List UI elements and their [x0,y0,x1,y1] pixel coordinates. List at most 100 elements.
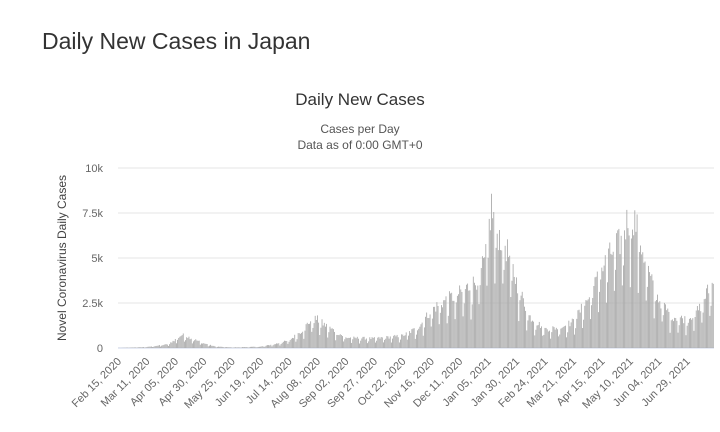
bar [511,280,513,348]
bar [188,336,190,348]
bar [620,235,622,348]
bar [646,286,648,348]
bar [353,336,355,348]
bar [526,330,528,348]
bar [195,339,197,348]
bar [624,230,625,348]
bar [613,290,615,348]
bar [210,344,211,348]
bar [423,327,425,348]
bar [448,291,450,348]
bar [350,337,351,348]
bar [409,331,411,348]
bar [596,271,598,348]
bar [414,338,416,348]
bar [416,334,417,348]
bar [244,347,246,348]
bar [173,341,175,348]
y-tick-label: 5k [91,253,103,265]
bar [586,300,588,348]
bar [169,344,171,348]
bar [332,329,334,348]
bar [205,343,207,348]
bar [282,341,284,348]
bar [605,302,607,348]
bar [574,334,575,348]
bar [221,346,223,348]
bar [153,346,155,348]
bar [496,233,498,348]
bar [612,251,614,348]
bar [150,346,152,348]
bar [219,346,221,348]
bar [238,347,240,348]
bar [278,343,280,348]
bar [634,210,636,348]
bar [326,323,327,348]
bar [701,322,703,348]
bar [499,230,500,348]
bar [146,347,148,348]
bar [493,212,495,348]
bar [386,335,388,348]
bar [625,239,627,348]
bar [340,335,342,348]
bar [446,323,448,348]
bar [182,333,184,348]
bar [413,328,415,348]
bar [387,336,389,348]
bar [163,344,165,348]
bar [240,347,242,348]
bar [320,327,322,348]
bar [487,257,489,348]
bar [255,347,257,348]
bar [591,305,593,348]
bar [530,321,532,348]
bar [673,321,674,348]
bar [662,315,664,348]
bar [431,318,433,348]
bar [536,325,538,348]
bar [360,340,362,348]
bar [310,321,312,348]
bar [201,343,202,348]
bar [479,285,481,348]
bar [522,298,524,348]
bar [690,318,691,348]
bar [155,345,157,348]
y-axis-label: Novel Coronavirus Daily Cases [55,175,69,341]
y-tick-labels: 0 2.5k 5k 7.5k 10k [82,163,103,355]
bar [428,318,430,348]
bar [561,327,563,348]
bar [364,339,366,348]
bar [406,339,408,348]
bar [544,327,546,348]
bar [287,343,289,348]
bar [588,297,590,348]
bar [410,332,412,348]
bar [355,338,357,348]
bar [301,332,302,348]
bar [398,342,400,348]
bar [377,337,379,348]
bar [166,344,168,348]
bar [580,303,582,348]
bar [452,300,454,348]
bar [177,339,178,348]
bar [532,320,533,348]
bar [371,337,373,348]
bar [392,338,393,348]
bar [295,341,297,348]
bar [462,316,464,348]
bar [587,299,589,348]
bar [206,344,208,348]
bar [363,336,365,348]
bar [303,338,305,348]
bar [338,335,340,348]
bar [629,287,631,348]
bar [405,332,407,348]
bar [600,279,602,348]
bar [306,322,308,348]
